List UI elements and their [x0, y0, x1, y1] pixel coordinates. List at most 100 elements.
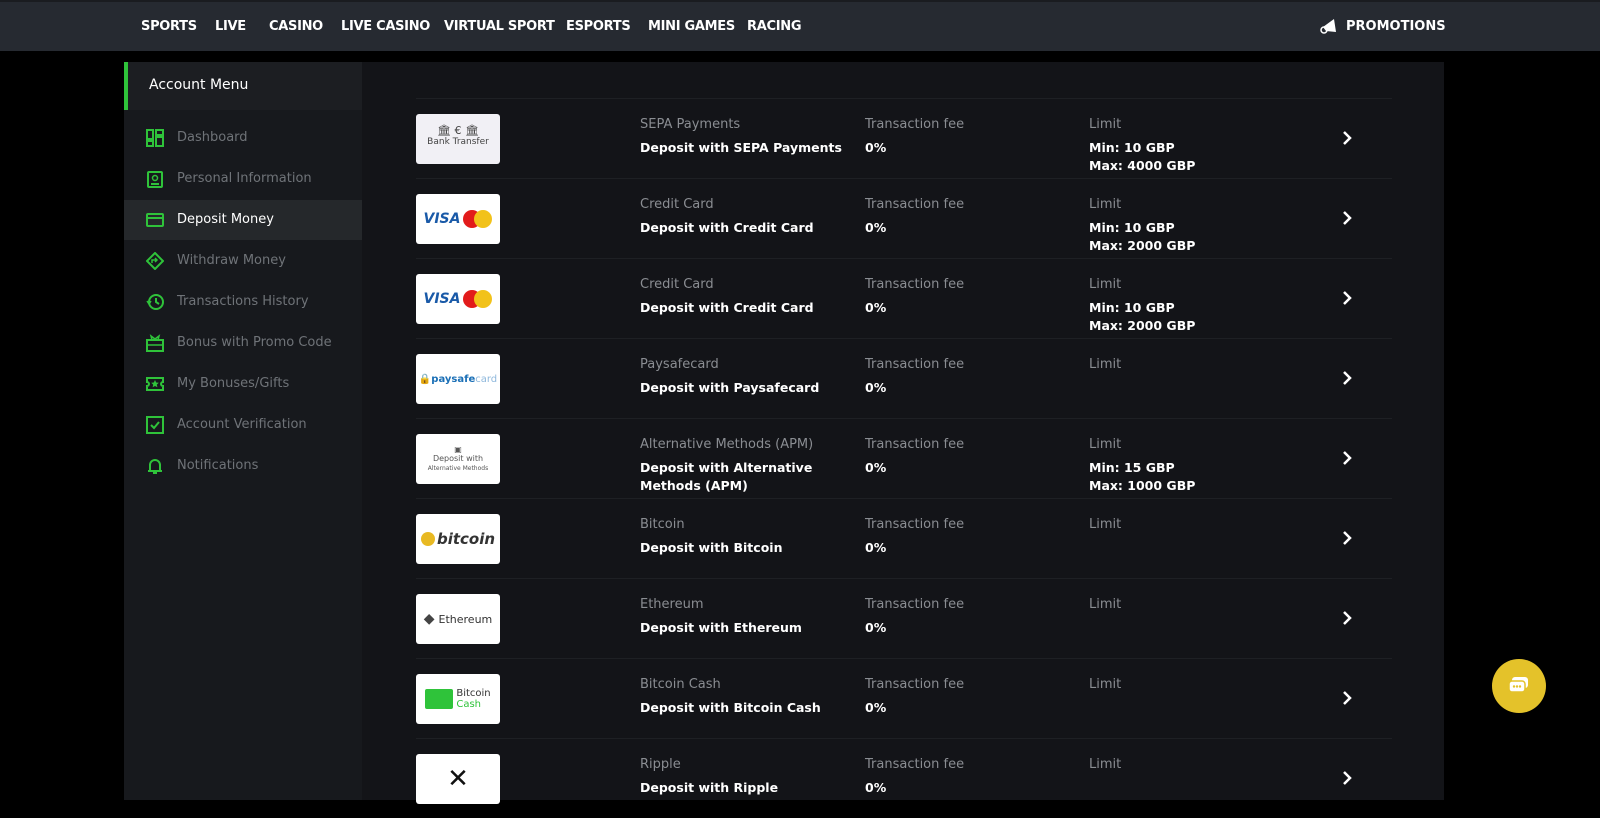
method-name: Ripple — [640, 757, 681, 772]
method-action: Deposit with SEPA Payments — [640, 140, 842, 155]
fee-label: Transaction fee — [865, 597, 965, 612]
sidebar-item-withdraw-money[interactable]: Withdraw Money — [124, 241, 362, 281]
chevron-right-icon[interactable] — [1340, 129, 1354, 147]
sidebar-item-bonus-with-promo-code[interactable]: Bonus with Promo Code — [124, 323, 362, 363]
payment-method-row[interactable]: Bitcoin Cash Bitcoin Cash Deposit with Bit… — [416, 658, 1392, 738]
fee-label: Transaction fee — [865, 757, 965, 772]
sidebar-item-transactions-history[interactable]: Transactions History — [124, 282, 362, 322]
payment-method-row[interactable]: bitcoin Bitcoin Deposit with Bitcoin Tran… — [416, 498, 1392, 578]
fee-label: Transaction fee — [865, 277, 965, 292]
limit-min: Min: 10 GBP — [1089, 300, 1175, 315]
nav-esports[interactable]: ESPORTS — [566, 19, 631, 34]
payment-logo: Bitcoin Cash — [416, 674, 500, 724]
method-action: Deposit with Paysafecard — [640, 380, 820, 395]
fee-value: 0% — [865, 700, 887, 715]
method-name: Bitcoin Cash — [640, 677, 721, 692]
limit-label: Limit — [1089, 357, 1122, 372]
nav-live-casino[interactable]: LIVE CASINO — [341, 19, 431, 34]
sidebar-item-label: Deposit Money — [177, 212, 274, 227]
fee-label: Transaction fee — [865, 517, 965, 532]
sidebar-item-label: Transactions History — [177, 294, 309, 309]
nav-casino[interactable]: CASINO — [269, 19, 323, 34]
nav-mini-games[interactable]: MINI GAMES — [648, 19, 735, 34]
sidebar-item-label: My Bonuses/Gifts — [177, 376, 290, 391]
fee-value: 0% — [865, 780, 887, 795]
limit-label: Limit — [1089, 277, 1122, 292]
payment-logo: 🔒 paysafe card — [416, 354, 500, 404]
megaphone-icon — [1320, 19, 1336, 34]
payment-logo: 🏛 € 🏛 Bank Transfer — [416, 114, 500, 164]
limit-max: Max: 1000 GBP — [1089, 478, 1196, 493]
chevron-right-icon[interactable] — [1340, 369, 1354, 387]
payment-method-row[interactable]: VISA Credit Card Deposit with Credit Card… — [416, 258, 1392, 338]
payment-method-row[interactable]: ◆ Ethereum Ethereum Deposit with Ethereum … — [416, 578, 1392, 658]
nav-live[interactable]: LIVE — [215, 19, 246, 34]
chat-button[interactable] — [1492, 659, 1546, 713]
chevron-right-icon[interactable] — [1340, 289, 1354, 307]
sidebar-item-account-verification[interactable]: Account Verification — [124, 405, 362, 445]
method-action: Deposit with Bitcoin Cash — [640, 700, 821, 715]
history-icon — [146, 294, 164, 310]
payment-logo: VISA — [416, 274, 500, 324]
bell-icon — [148, 459, 162, 474]
dashboard-icon — [146, 129, 164, 147]
credit-card-icon — [146, 213, 164, 227]
payment-method-row[interactable]: VISA Credit Card Deposit with Credit Card… — [416, 178, 1392, 258]
ticket-star-icon — [146, 377, 164, 391]
sidebar-item-my-bonuses-gifts[interactable]: My Bonuses/Gifts — [124, 364, 362, 404]
fee-value: 0% — [865, 620, 887, 635]
sidebar-item-label: Bonus with Promo Code — [177, 335, 332, 350]
method-action: Deposit with Credit Card — [640, 220, 814, 235]
limit-label: Limit — [1089, 757, 1122, 772]
fee-label: Transaction fee — [865, 357, 965, 372]
fee-value: 0% — [865, 380, 887, 395]
sidebar-item-label: Personal Information — [177, 171, 312, 186]
nav-racing[interactable]: RACING — [747, 19, 802, 34]
payment-method-row[interactable]: 🔒 paysafe card Paysafecard Deposit with Pay… — [416, 338, 1392, 418]
nav-sports[interactable]: SPORTS — [141, 19, 197, 34]
method-name: Bitcoin — [640, 517, 685, 532]
method-name: Ethereum — [640, 597, 704, 612]
sidebar-item-label: Withdraw Money — [177, 253, 286, 268]
account-menu-header: Account Menu — [124, 62, 362, 110]
limit-min: Min: 15 GBP — [1089, 460, 1175, 475]
limit-label: Limit — [1089, 437, 1122, 452]
payment-method-row[interactable]: 🏛 € 🏛 Bank Transfer SEPA Payments Deposit … — [416, 98, 1392, 178]
payment-logo: ✕ — [416, 754, 500, 804]
nav-virtual-sport[interactable]: VIRTUAL SPORT — [444, 19, 555, 34]
sidebar-item-dashboard[interactable]: Dashboard — [124, 118, 362, 158]
limit-max: Max: 4000 GBP — [1089, 158, 1196, 173]
sidebar-item-label: Account Verification — [177, 417, 307, 432]
limit-label: Limit — [1089, 597, 1122, 612]
fee-value: 0% — [865, 540, 887, 555]
method-name: Paysafecard — [640, 357, 719, 372]
limit-label: Limit — [1089, 517, 1122, 532]
method-name: SEPA Payments — [640, 117, 741, 132]
chevron-right-icon[interactable] — [1340, 209, 1354, 227]
fee-label: Transaction fee — [865, 117, 965, 132]
payment-method-row[interactable]: ▣ Deposit with Alternative Methods Alterna… — [416, 418, 1392, 498]
method-action: Deposit with Bitcoin — [640, 540, 783, 555]
chevron-right-icon[interactable] — [1340, 449, 1354, 467]
chevron-right-icon[interactable] — [1340, 609, 1354, 627]
account-panel: Account Menu Dashboard Personal Informati… — [124, 62, 1444, 804]
sidebar-item-label: Notifications — [177, 458, 259, 473]
payment-logo: bitcoin — [416, 514, 500, 564]
limit-label: Limit — [1089, 677, 1122, 692]
chevron-right-icon[interactable] — [1340, 529, 1354, 547]
payment-method-row[interactable]: ✕ Ripple Deposit with Ripple Transaction … — [416, 738, 1392, 818]
limit-label: Limit — [1089, 117, 1122, 132]
promotions-link[interactable]: PROMOTIONS — [1346, 19, 1446, 34]
id-badge-icon — [147, 171, 163, 188]
chevron-right-icon[interactable] — [1340, 689, 1354, 707]
method-action: Deposit with Ripple — [640, 780, 779, 795]
sidebar-item-deposit-money[interactable]: Deposit Money — [124, 200, 362, 240]
payment-logo: ◆ Ethereum — [416, 594, 500, 644]
chevron-right-icon[interactable] — [1340, 769, 1354, 787]
fee-label: Transaction fee — [865, 677, 965, 692]
sidebar-item-personal-information[interactable]: Personal Information — [124, 159, 362, 199]
method-action: Deposit with Ethereum — [640, 620, 802, 635]
direction-arrow-icon — [146, 252, 164, 270]
sidebar-item-notifications[interactable]: Notifications — [124, 446, 362, 486]
payment-logo: ▣ Deposit with Alternative Methods — [416, 434, 500, 484]
